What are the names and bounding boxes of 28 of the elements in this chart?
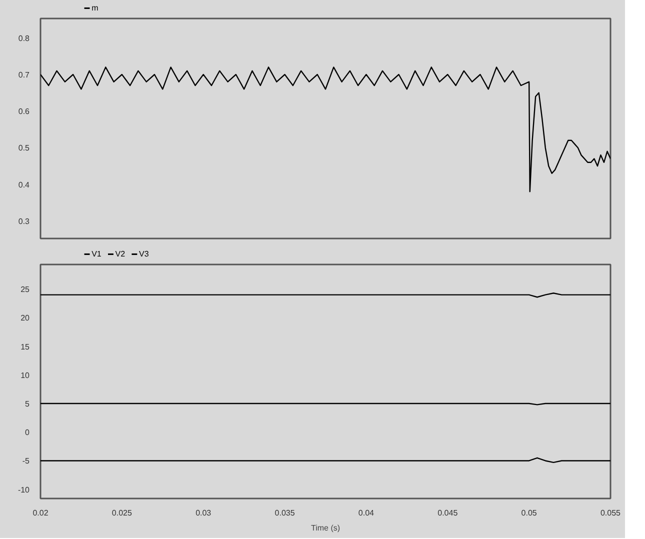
y-tick-label: -5 bbox=[22, 456, 30, 466]
x-axis-title: Time (s) bbox=[310, 524, 340, 532]
y-tick-label: 5 bbox=[25, 400, 30, 409]
x-tick-label: 0.04 bbox=[358, 508, 375, 518]
x-tick-label: 0.035 bbox=[274, 508, 296, 518]
legend-label: V2 bbox=[115, 250, 126, 259]
y-tick-label: 15 bbox=[20, 342, 30, 352]
x-tick-label: 0.055 bbox=[600, 508, 622, 518]
y-tick-label: -10 bbox=[18, 485, 30, 494]
x-tick-label: 0.03 bbox=[196, 508, 212, 518]
y-tick-label: 0.7 bbox=[18, 70, 30, 80]
x-tick-label: 0.025 bbox=[112, 508, 132, 518]
x-tick-label: 0.045 bbox=[438, 508, 458, 518]
y-tick-label: 0.6 bbox=[18, 107, 30, 116]
y-tick-label: 0 bbox=[25, 428, 30, 438]
y-tick-label: 0.5 bbox=[18, 144, 30, 153]
legend-label: m bbox=[92, 4, 99, 13]
y-tick-label: 20 bbox=[20, 314, 30, 323]
legend-label: V1 bbox=[92, 250, 102, 259]
y-tick-label: 0.8 bbox=[18, 34, 30, 43]
y-tick-label: 0.3 bbox=[18, 216, 30, 226]
line-series bbox=[40, 66, 610, 192]
legend-label: V3 bbox=[138, 250, 150, 259]
x-tick-label: 0.02 bbox=[32, 508, 49, 518]
x-tick-label: 0.05 bbox=[521, 508, 538, 518]
y-tick-label: 10 bbox=[20, 370, 30, 380]
y-tick-label: 0.4 bbox=[18, 180, 30, 190]
y-tick-label: 25 bbox=[20, 285, 30, 294]
